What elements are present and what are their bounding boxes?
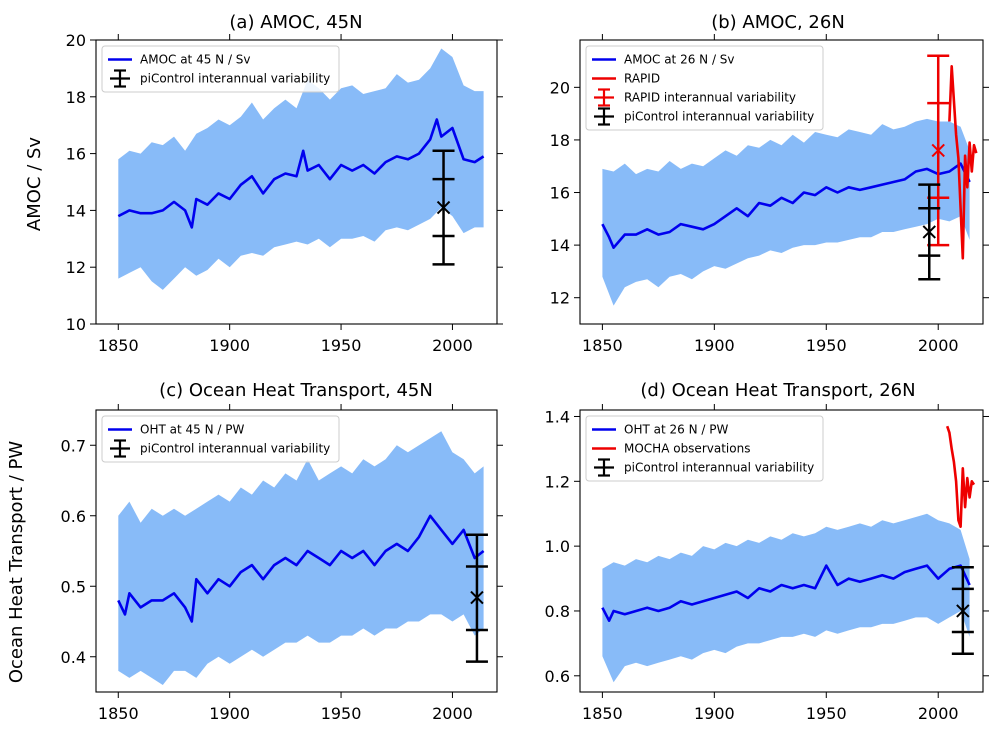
panel-b-legend-swatch-3 (594, 107, 614, 126)
panel-d-ytick-label-2: 1.0 (545, 537, 570, 556)
panel-b-errorbar-0 (927, 54, 950, 247)
panel-c-xtick-label-3: 2000 (432, 704, 473, 723)
panel-b-spread-band (602, 118, 970, 306)
panel-c-xtick-label-2: 1950 (321, 704, 362, 723)
panel-d-legend-label-1: MOCHA observations (624, 442, 750, 456)
panel-b-legend-label-2: RAPID interannual variability (624, 91, 796, 105)
panel-d-xtick-label-1: 1900 (694, 704, 735, 723)
panel-c-title: (c) Ocean Heat Transport, 45N (159, 380, 433, 401)
panel-d-ytick-label-3: 1.2 (545, 472, 570, 491)
panel-d-xtick-label-0: 1850 (582, 704, 623, 723)
panel-c-xtick-label-0: 1850 (98, 704, 139, 723)
panel-b-errorbar-1 (918, 183, 941, 281)
panel-a-legend: AMOC at 45 N / Sv piControl interannual v… (101, 45, 340, 93)
panel-d-legend-frame (585, 415, 824, 482)
panel-d-observations-line (945, 425, 976, 529)
panel-d-ytick-label-4: 1.4 (545, 407, 570, 426)
panel-a-xtick-label-2: 1950 (321, 336, 362, 355)
figure-ylabel-top: AMOC / Sv (24, 137, 45, 232)
panel-d-plot-area (601, 425, 976, 683)
panel-a-errorbar-0 (432, 149, 455, 266)
panel-b-legend-frame (585, 45, 824, 131)
panel-d-ytick-label-0: 0.6 (545, 667, 570, 686)
panel-c-plot-area (117, 431, 485, 685)
panel-b-ytick-label-3: 18 (550, 131, 570, 150)
panel-a-legend-label-0: AMOC at 45 N / Sv (140, 53, 251, 67)
panel-b-ytick-label-4: 20 (550, 78, 570, 97)
panel-d-errorbar-0-center-marker (956, 604, 970, 618)
panel-d: (d) Ocean Heat Transport, 26N 1850 1900 19… (545, 380, 989, 723)
panel-d-spread-band (602, 513, 970, 683)
panel-a-legend-label-1: piControl interannual variability (140, 72, 330, 86)
panel-c-ytick-label-2: 0.6 (61, 507, 86, 526)
panel-b-xtick-label-1: 1900 (694, 336, 735, 355)
panel-b-ytick-label-0: 12 (550, 289, 570, 308)
panel-a-xtick-label-1: 1900 (209, 336, 250, 355)
panel-d-legend: OHT at 26 N / PW MOCHA observations piCont… (585, 415, 824, 482)
panel-a-ytick-label-2: 14 (66, 201, 86, 220)
panel-b-errorbar-1-center-marker (922, 225, 936, 239)
panel-c: (c) Ocean Heat Transport, 45N 1850 1900 19… (61, 380, 503, 723)
panel-b: (b) AMOC, 26N 1850 1900 1950 2000 12 14 16 18 20… (550, 12, 989, 355)
panel-c-legend-frame (101, 415, 340, 463)
panel-b-observations-line (948, 65, 978, 260)
panel-a-ytick-label-3: 16 (66, 145, 86, 164)
panel-b-legend-label-3: piControl interannual variability (624, 110, 814, 124)
panel-a-ytick-label-1: 12 (66, 258, 86, 277)
panel-b-legend-label-0: AMOC at 26 N / Sv (624, 53, 735, 67)
panel-a: (a) AMOC, 45N 1850 1900 1950 2000 10 12 14 16 18… (66, 12, 503, 355)
panel-d-xtick-label-3: 2000 (918, 704, 959, 723)
panel-c-legend: OHT at 45 N / PW piControl interannual va… (101, 415, 340, 463)
panel-a-ytick-label-0: 10 (66, 315, 86, 334)
panel-d-title: (d) Ocean Heat Transport, 26N (640, 380, 915, 401)
panel-d-legend-swatch-2 (594, 458, 614, 477)
panel-a-frame (95, 39, 498, 325)
panel-b-mean-line (601, 162, 971, 249)
panel-a-ytick-label-5: 20 (66, 31, 86, 50)
figure-ylabel-bottom: Ocean Heat Transport / PW (6, 441, 27, 684)
panel-b-errorbar-0-center-marker (931, 143, 945, 158)
panel-c-frame (95, 409, 498, 693)
panel-a-legend-frame (101, 45, 340, 93)
panel-d-legend-label-0: OHT at 26 N / PW (624, 423, 728, 437)
panel-a-title: (a) AMOC, 45N (229, 12, 362, 33)
panel-b-title: (b) AMOC, 26N (711, 12, 845, 33)
panel-c-legend-swatch-1 (110, 439, 130, 458)
panel-d-xtick-label-2: 1950 (806, 704, 847, 723)
panel-d-mean-line (601, 564, 971, 623)
panel-c-legend-label-1: piControl interannual variability (140, 442, 330, 456)
panel-d-errorbar-0 (951, 565, 974, 656)
panel-c-xtick-label-1: 1900 (209, 704, 250, 723)
panel-a-xtick-label-0: 1850 (98, 336, 139, 355)
panel-c-ytick-label-3: 0.7 (61, 436, 86, 455)
panel-d-legend-label-2: piControl interannual variability (624, 461, 814, 475)
panel-c-ytick-label-1: 0.5 (61, 577, 86, 596)
panel-d-frame (579, 409, 984, 693)
panel-a-mean-line (117, 118, 485, 229)
panel-b-xtick-label-2: 1950 (806, 336, 847, 355)
panel-b-legend: AMOC at 26 N / Sv RAPID RAPID interannual … (585, 45, 824, 131)
panel-b-legend-label-1: RAPID (624, 72, 660, 86)
panel-b-plot-area (601, 65, 978, 306)
panel-c-errorbar-0 (465, 533, 488, 663)
panel-b-xtick-label-0: 1850 (582, 336, 623, 355)
panel-c-legend-label-0: OHT at 45 N / PW (140, 423, 244, 437)
panel-c-ytick-label-0: 0.4 (61, 648, 86, 667)
panel-c-mean-line (117, 514, 485, 623)
panel-a-xtick-label-3: 2000 (432, 336, 473, 355)
panel-a-ytick-label-4: 18 (66, 88, 86, 107)
panel-a-errorbar-0-center-marker (436, 200, 451, 215)
panel-b-frame (579, 39, 984, 325)
panel-d-ytick-label-1: 0.8 (545, 602, 570, 621)
panel-a-spread-band (118, 48, 484, 290)
panel-a-legend-swatch-1 (110, 69, 130, 88)
panel-c-errorbar-0-center-marker (470, 590, 484, 605)
panel-b-legend-swatch-2 (594, 88, 614, 107)
panel-b-ytick-label-1: 14 (550, 236, 570, 255)
panel-a-plot-area (117, 48, 485, 290)
panel-b-ytick-label-2: 16 (550, 184, 570, 203)
panel-b-xtick-label-3: 2000 (918, 336, 959, 355)
